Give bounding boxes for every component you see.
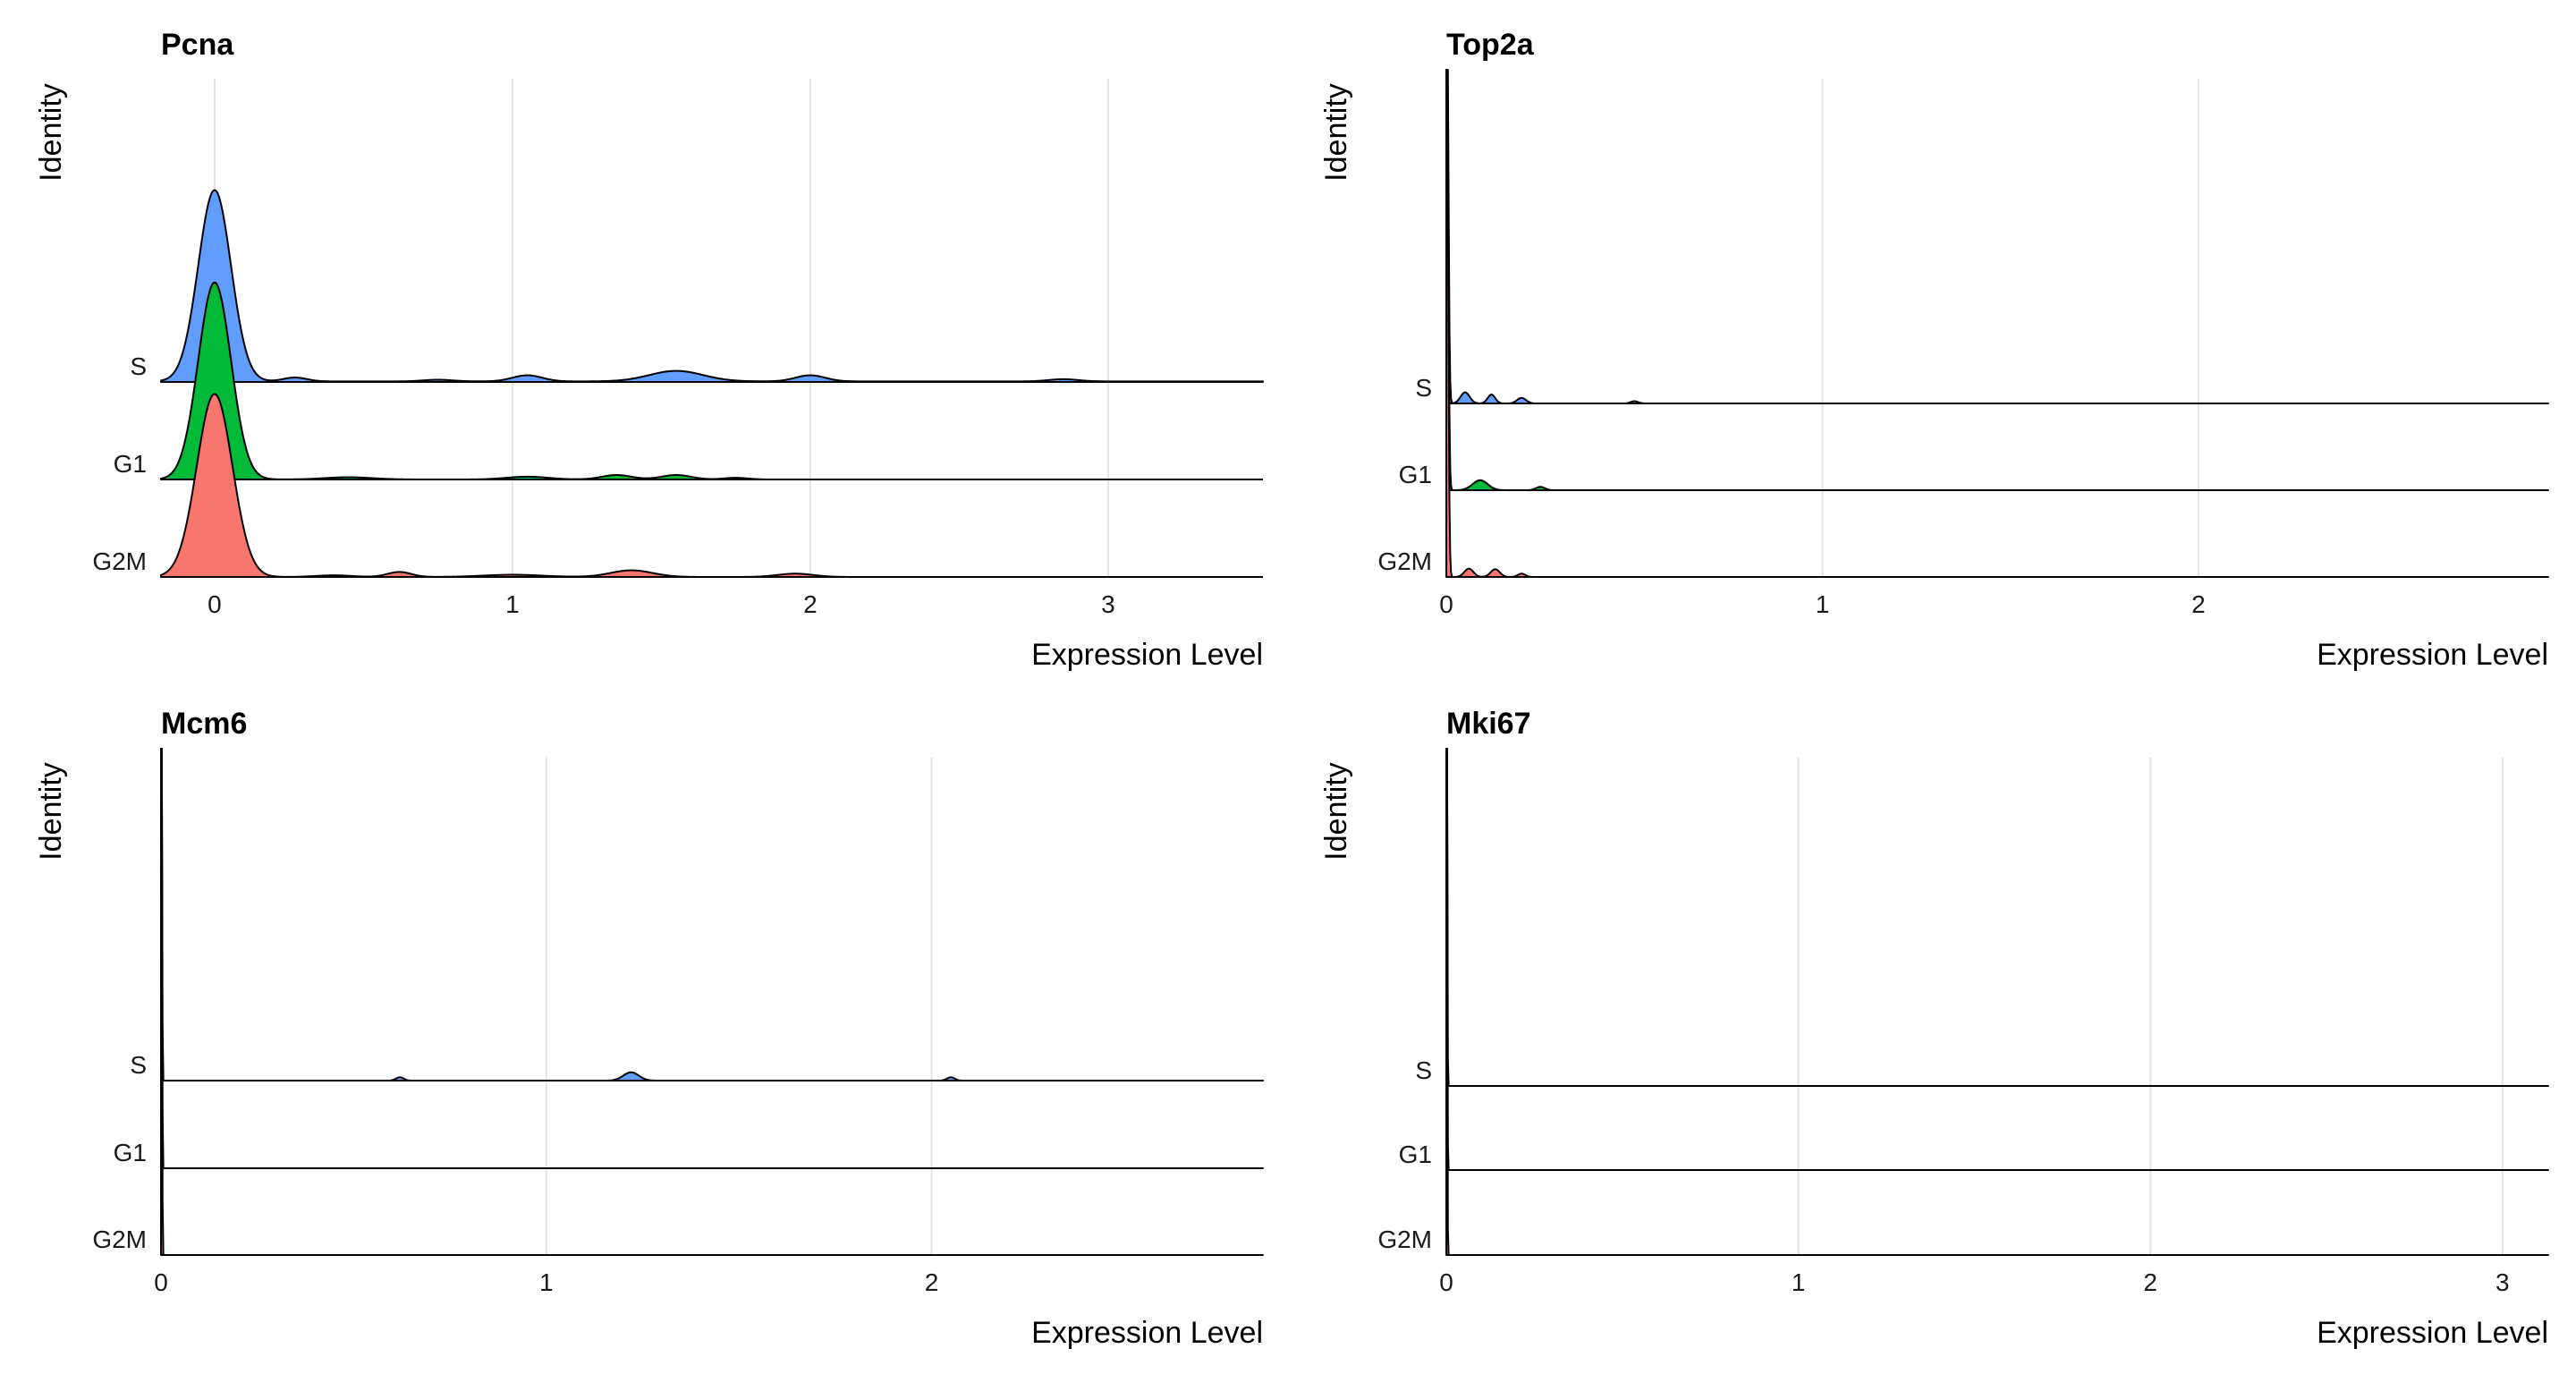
- category-label-g2m: G2M: [1377, 1226, 1432, 1253]
- x-axis-label: Expression Level: [2317, 638, 2548, 672]
- panel-mcm6: S G1 G2M 0 1 2 Mcm6 Expression Level Identity: [34, 707, 1264, 1350]
- category-label-s: S: [1415, 374, 1432, 402]
- x-tick-label: 1: [539, 1268, 554, 1296]
- ridge-s: [160, 748, 1264, 1081]
- x-axis-label: Expression Level: [1031, 638, 1263, 672]
- ridge-s: [160, 189, 1264, 383]
- x-axis-label: Expression Level: [2317, 1316, 2548, 1350]
- y-axis-label: Identity: [1319, 762, 1353, 861]
- ridge-g1: [1445, 748, 2549, 1171]
- ridge-g1: [160, 748, 1264, 1169]
- panel-pcna: S G1 G2M 0 1 2 3 Pcna Expression Level Identity: [34, 28, 1264, 672]
- x-tick-label: 2: [925, 1268, 939, 1296]
- ridge-g2m: [160, 393, 886, 578]
- panel-title: Mcm6: [161, 707, 247, 741]
- category-label-g2m: G2M: [1377, 547, 1432, 575]
- ridge-s: [1445, 748, 2549, 1087]
- x-tick-label: 2: [2143, 1268, 2157, 1296]
- panel-mki67: S G1 G2M 0 1 2 3 Mki67 Expression Level Identity: [1319, 707, 2549, 1350]
- panel-title: Pcna: [161, 28, 234, 62]
- x-tick-label: 1: [1792, 1268, 1806, 1296]
- category-label-g2m: G2M: [92, 547, 147, 575]
- ridge-g2m: [160, 748, 1264, 1256]
- category-label-s: S: [130, 352, 147, 380]
- x-axis-label: Expression Level: [1031, 1316, 1263, 1350]
- x-tick-label: 1: [1816, 590, 1830, 618]
- x-tick-label: 2: [803, 590, 818, 618]
- ridge-g2m: [1445, 748, 2549, 1256]
- x-tick-label: 3: [1101, 590, 1115, 618]
- x-tick-label: 1: [505, 590, 520, 618]
- x-tick-label: 0: [154, 1268, 168, 1296]
- category-label-g1: G1: [1399, 1141, 1432, 1168]
- category-label-s: S: [1415, 1056, 1432, 1084]
- x-tick-label: 2: [2191, 590, 2206, 618]
- category-label-g2m: G2M: [92, 1226, 147, 1253]
- ridge-g2m: [1445, 69, 2549, 578]
- category-label-s: S: [130, 1051, 147, 1079]
- x-tick-label: 0: [1439, 1268, 1453, 1296]
- panel-title: Top2a: [1446, 28, 1535, 62]
- x-tick-label: 3: [2496, 1268, 2510, 1296]
- y-axis-label: Identity: [34, 762, 68, 861]
- ridge-s: [1445, 69, 2549, 404]
- ridge-g1: [1445, 69, 2549, 491]
- panel-title: Mki67: [1446, 707, 1531, 741]
- y-axis-label: Identity: [1319, 83, 1353, 182]
- category-label-g1: G1: [1399, 461, 1432, 488]
- category-label-g1: G1: [114, 450, 147, 478]
- x-tick-label: 0: [1439, 590, 1453, 618]
- x-tick-label: 0: [208, 590, 222, 618]
- category-label-g1: G1: [114, 1139, 147, 1166]
- y-axis-label: Identity: [34, 83, 68, 182]
